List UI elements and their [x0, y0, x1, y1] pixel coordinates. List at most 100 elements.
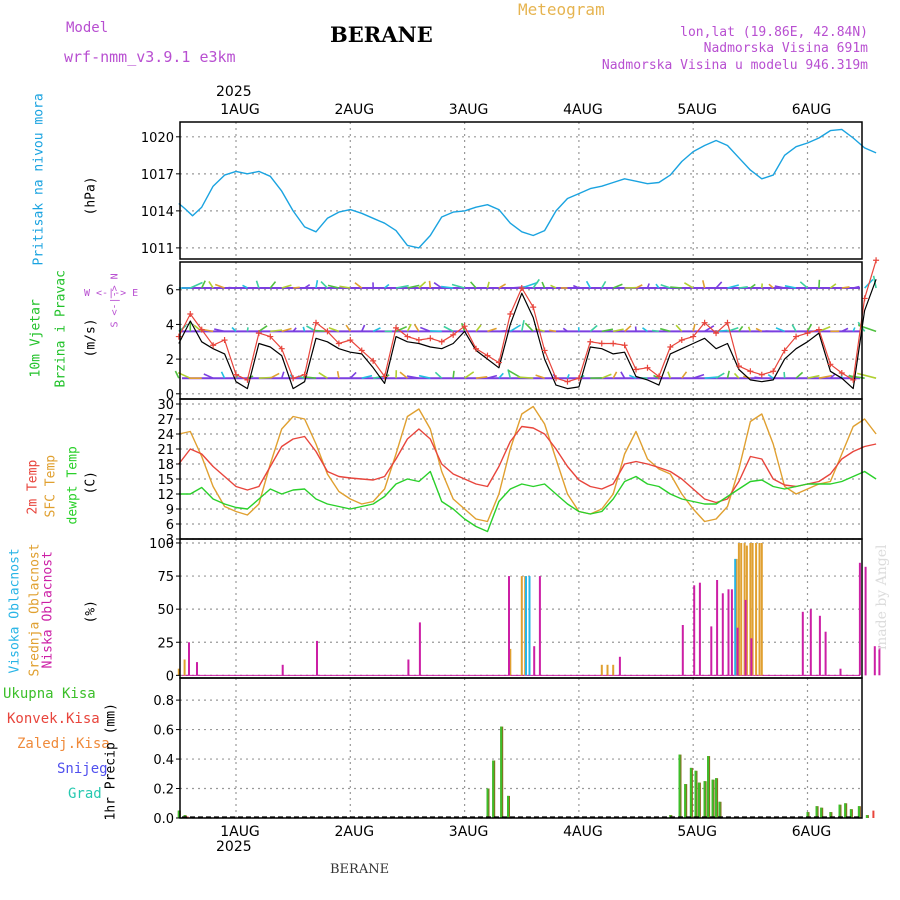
precip-tick-label: 0.2	[153, 783, 174, 798]
wind-barb	[799, 281, 809, 289]
low-cloud-bar	[858, 562, 861, 676]
wind-barb	[670, 286, 682, 289]
wind-barb	[470, 281, 477, 289]
wind-barb	[413, 323, 420, 332]
precip-tick-label: 0.0	[153, 812, 174, 827]
dewpt-line	[178, 470, 877, 533]
wind-barb	[354, 282, 363, 289]
total-precip-bar-inner	[507, 795, 509, 818]
wind-barb	[258, 325, 268, 333]
temp-label-sfc: SFC Temp	[43, 454, 59, 518]
wind-gust-marker	[770, 368, 777, 375]
wind-barb	[418, 374, 431, 379]
total-precip-bar-inner	[697, 782, 700, 818]
wind-gust-marker	[290, 375, 297, 382]
wind-barb	[601, 373, 612, 379]
wind-barb	[315, 280, 319, 289]
wind-barb	[441, 285, 454, 289]
wind-speed-line	[178, 279, 877, 390]
wind-barb	[281, 284, 292, 289]
wind-barb	[231, 326, 237, 332]
low-cloud-bar	[316, 640, 318, 676]
wind-barb	[775, 327, 785, 333]
precip-tick-label: 0.6	[153, 724, 174, 739]
cloud-tick-label: 100	[149, 537, 174, 552]
wind-barb	[853, 285, 860, 289]
total-precip-bar-inner	[500, 726, 503, 818]
wind-gust-marker	[461, 323, 468, 330]
temp-tick-label: 12	[157, 488, 174, 503]
low-cloud-bar	[878, 646, 881, 676]
panel-frame-1	[179, 121, 863, 260]
wind-barb	[395, 325, 408, 333]
total-precip-bar-inner	[857, 806, 860, 818]
wind-gust-marker	[804, 330, 811, 337]
wind-gust-marker	[381, 373, 388, 380]
low-cloud-bar	[281, 664, 284, 676]
mid-cloud-bar	[735, 558, 738, 676]
precip-tick-label: 0.4	[153, 753, 174, 768]
wind-gust-marker	[655, 373, 662, 380]
mid-cloud-bar	[509, 648, 512, 676]
wind-barb	[304, 284, 311, 289]
wind-barb	[589, 324, 598, 332]
low-cloud-bar	[809, 609, 812, 676]
wind-barb	[704, 325, 715, 333]
wind-barb	[498, 372, 504, 379]
wind-barb	[747, 326, 752, 332]
wind-gust-marker	[370, 357, 377, 364]
wind-barb	[829, 283, 837, 289]
wind-barb	[399, 371, 408, 379]
wind-barb	[857, 372, 877, 379]
wind-barb	[258, 376, 272, 379]
wind-barb	[628, 374, 637, 379]
total-precip-bar-inner	[694, 770, 697, 818]
wind-gust-marker	[450, 331, 457, 338]
wind-barb	[509, 324, 522, 333]
temp-tick-label: 9	[166, 503, 174, 518]
low-cloud-bar	[407, 659, 410, 676]
temp-label-dewpt: dewpt Temp	[65, 446, 81, 525]
model-elevation-text: Nadmorska Visina u modelu 946.319m	[601, 58, 868, 73]
wind-barb	[659, 327, 671, 333]
wind-barb	[755, 327, 763, 333]
wind-barb	[443, 325, 454, 333]
sfc-temp-line	[178, 405, 877, 523]
cloud-tick-label: 25	[157, 636, 174, 651]
wind-barb	[585, 280, 592, 289]
wind-gust-line	[178, 260, 877, 383]
wind-barb	[270, 329, 283, 333]
low-cloud-bar	[698, 582, 701, 676]
wind-gust-marker	[701, 319, 708, 326]
wind-barb	[635, 284, 643, 289]
cloud-label-high: Visoka Oblacnost	[7, 548, 23, 674]
total-precip-bar-inner	[492, 760, 495, 818]
wind-gust-marker	[758, 371, 765, 378]
wind-barb	[806, 323, 813, 332]
pressure-label: Pritisak na nivou mora	[31, 93, 47, 266]
wind-barb	[829, 373, 836, 379]
wind-tick-label: 2	[166, 353, 174, 368]
precip-label-snow: Snijeg	[57, 761, 108, 777]
wind-barb	[361, 324, 366, 332]
wind-gust-marker	[793, 333, 800, 340]
total-precip-bar-inner	[684, 784, 687, 818]
wind-barb	[200, 280, 206, 289]
wind-barb	[498, 283, 507, 289]
temp-tick-label: 18	[157, 458, 174, 473]
wind-barb	[520, 320, 525, 332]
wind-gust-marker	[713, 330, 720, 337]
wind-gust-marker	[255, 330, 262, 337]
low-cloud-bar	[727, 589, 730, 676]
low-cloud-bar	[188, 642, 190, 676]
low-cloud-bar	[508, 576, 510, 676]
wind-gust-marker	[324, 328, 331, 335]
mid-cloud-bar	[745, 545, 748, 676]
low-cloud-bar	[533, 646, 536, 676]
total-precip-bar-inner	[707, 756, 710, 818]
wind-barb	[521, 281, 539, 289]
wind-gust-marker	[187, 311, 194, 318]
wind-gust-marker	[267, 333, 274, 340]
wind-barb	[361, 374, 373, 379]
